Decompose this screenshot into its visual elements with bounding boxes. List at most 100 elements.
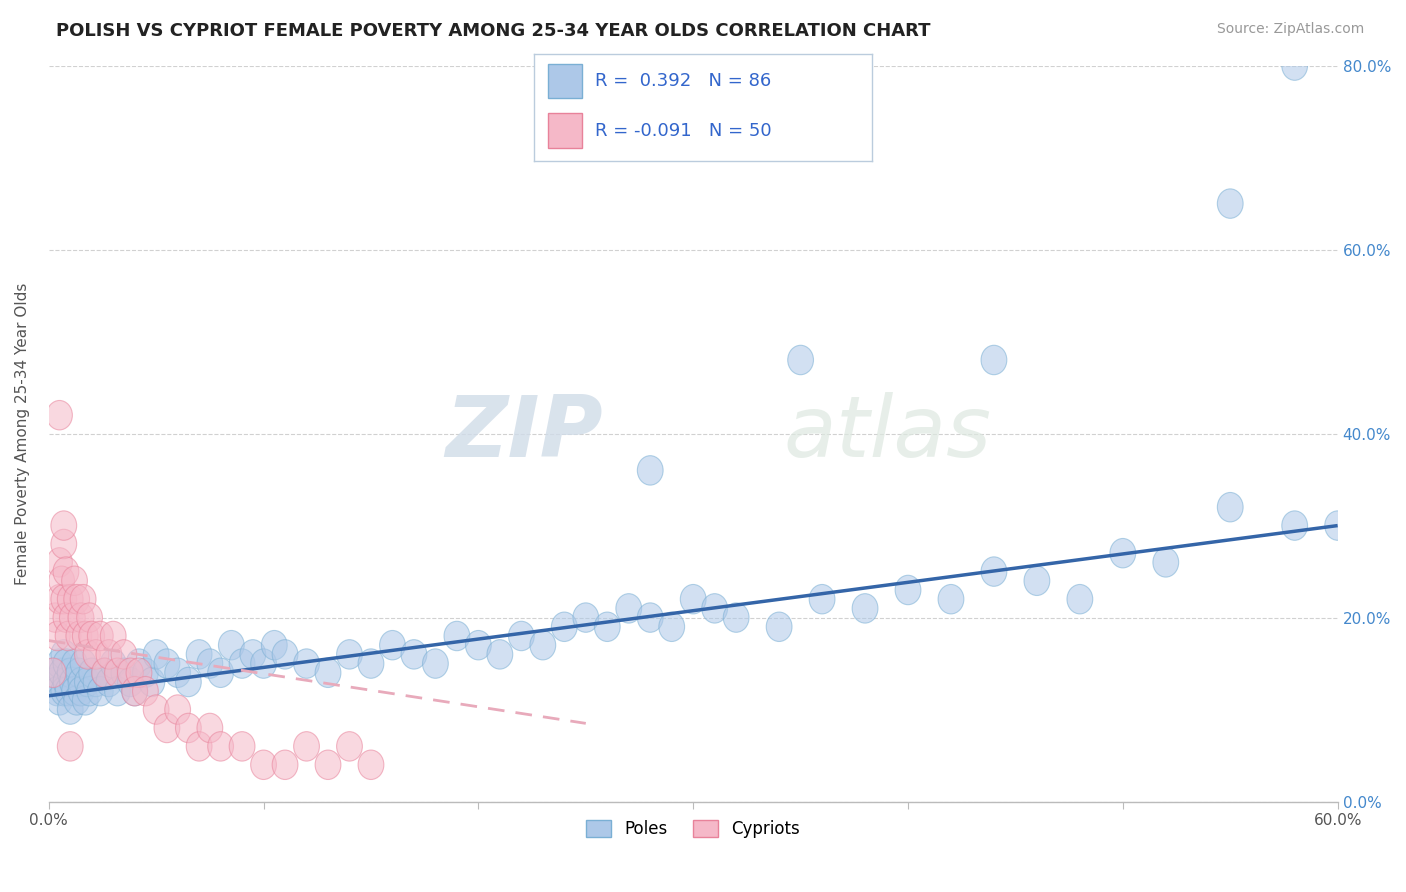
Ellipse shape — [155, 648, 180, 678]
Ellipse shape — [67, 603, 94, 632]
Ellipse shape — [96, 640, 122, 669]
Ellipse shape — [572, 603, 599, 632]
Ellipse shape — [1218, 189, 1243, 219]
Legend: Poles, Cypriots: Poles, Cypriots — [579, 814, 807, 845]
Ellipse shape — [294, 648, 319, 678]
Text: ZIP: ZIP — [446, 392, 603, 475]
Ellipse shape — [63, 584, 90, 614]
Ellipse shape — [51, 511, 77, 541]
Ellipse shape — [42, 603, 67, 632]
Ellipse shape — [91, 658, 118, 688]
Ellipse shape — [637, 603, 664, 632]
Ellipse shape — [1153, 548, 1178, 577]
Ellipse shape — [49, 658, 75, 688]
Ellipse shape — [336, 731, 363, 761]
Ellipse shape — [46, 686, 72, 715]
Text: R = -0.091   N = 50: R = -0.091 N = 50 — [595, 121, 772, 139]
Ellipse shape — [111, 640, 136, 669]
Ellipse shape — [176, 667, 201, 697]
Ellipse shape — [336, 640, 363, 669]
Ellipse shape — [59, 603, 86, 632]
Text: R =  0.392   N = 86: R = 0.392 N = 86 — [595, 72, 772, 90]
Ellipse shape — [62, 648, 87, 678]
Ellipse shape — [896, 575, 921, 605]
Ellipse shape — [250, 648, 277, 678]
Ellipse shape — [240, 640, 266, 669]
Ellipse shape — [46, 548, 72, 577]
Ellipse shape — [75, 667, 100, 697]
Ellipse shape — [852, 594, 877, 624]
Ellipse shape — [87, 621, 114, 650]
Ellipse shape — [46, 401, 72, 430]
Ellipse shape — [530, 631, 555, 660]
Text: atlas: atlas — [783, 392, 991, 475]
Ellipse shape — [46, 584, 72, 614]
Ellipse shape — [143, 640, 169, 669]
Ellipse shape — [51, 584, 77, 614]
Ellipse shape — [186, 640, 212, 669]
Ellipse shape — [723, 603, 749, 632]
Ellipse shape — [51, 640, 77, 669]
Ellipse shape — [702, 594, 727, 624]
Ellipse shape — [465, 631, 491, 660]
Ellipse shape — [58, 695, 83, 724]
Ellipse shape — [96, 667, 122, 697]
Ellipse shape — [444, 621, 470, 650]
Ellipse shape — [1067, 584, 1092, 614]
Ellipse shape — [938, 584, 965, 614]
Ellipse shape — [118, 658, 143, 688]
Ellipse shape — [250, 750, 277, 780]
Ellipse shape — [127, 648, 152, 678]
Ellipse shape — [72, 621, 98, 650]
Ellipse shape — [143, 695, 169, 724]
Ellipse shape — [104, 676, 131, 706]
Ellipse shape — [595, 612, 620, 641]
Ellipse shape — [58, 584, 83, 614]
Ellipse shape — [359, 648, 384, 678]
FancyBboxPatch shape — [548, 64, 582, 98]
Ellipse shape — [132, 676, 159, 706]
Ellipse shape — [41, 658, 66, 688]
Ellipse shape — [45, 621, 70, 650]
Ellipse shape — [229, 648, 254, 678]
Ellipse shape — [981, 345, 1007, 375]
FancyBboxPatch shape — [548, 113, 582, 148]
Ellipse shape — [165, 658, 191, 688]
Ellipse shape — [509, 621, 534, 650]
Ellipse shape — [1282, 511, 1308, 541]
Ellipse shape — [77, 676, 103, 706]
Ellipse shape — [75, 640, 100, 669]
Ellipse shape — [45, 676, 70, 706]
Ellipse shape — [486, 640, 513, 669]
Ellipse shape — [1218, 492, 1243, 522]
Text: Source: ZipAtlas.com: Source: ZipAtlas.com — [1216, 22, 1364, 37]
Ellipse shape — [681, 584, 706, 614]
Ellipse shape — [62, 676, 87, 706]
Ellipse shape — [218, 631, 245, 660]
Ellipse shape — [46, 648, 72, 678]
Ellipse shape — [380, 631, 405, 660]
Ellipse shape — [67, 676, 94, 706]
Ellipse shape — [155, 714, 180, 743]
Ellipse shape — [70, 584, 96, 614]
Ellipse shape — [91, 658, 118, 688]
Ellipse shape — [787, 345, 814, 375]
Ellipse shape — [197, 714, 222, 743]
Ellipse shape — [1324, 511, 1351, 541]
Ellipse shape — [59, 667, 86, 697]
Ellipse shape — [122, 676, 148, 706]
Ellipse shape — [273, 750, 298, 780]
Ellipse shape — [1109, 539, 1136, 568]
Ellipse shape — [127, 658, 152, 688]
Ellipse shape — [659, 612, 685, 641]
Ellipse shape — [51, 529, 77, 558]
Ellipse shape — [294, 731, 319, 761]
Ellipse shape — [100, 621, 127, 650]
Ellipse shape — [111, 658, 136, 688]
Ellipse shape — [122, 676, 148, 706]
Text: POLISH VS CYPRIOT FEMALE POVERTY AMONG 25-34 YEAR OLDS CORRELATION CHART: POLISH VS CYPRIOT FEMALE POVERTY AMONG 2… — [56, 22, 931, 40]
Ellipse shape — [63, 686, 90, 715]
Ellipse shape — [41, 658, 66, 688]
Ellipse shape — [66, 658, 91, 688]
Ellipse shape — [1024, 566, 1050, 596]
